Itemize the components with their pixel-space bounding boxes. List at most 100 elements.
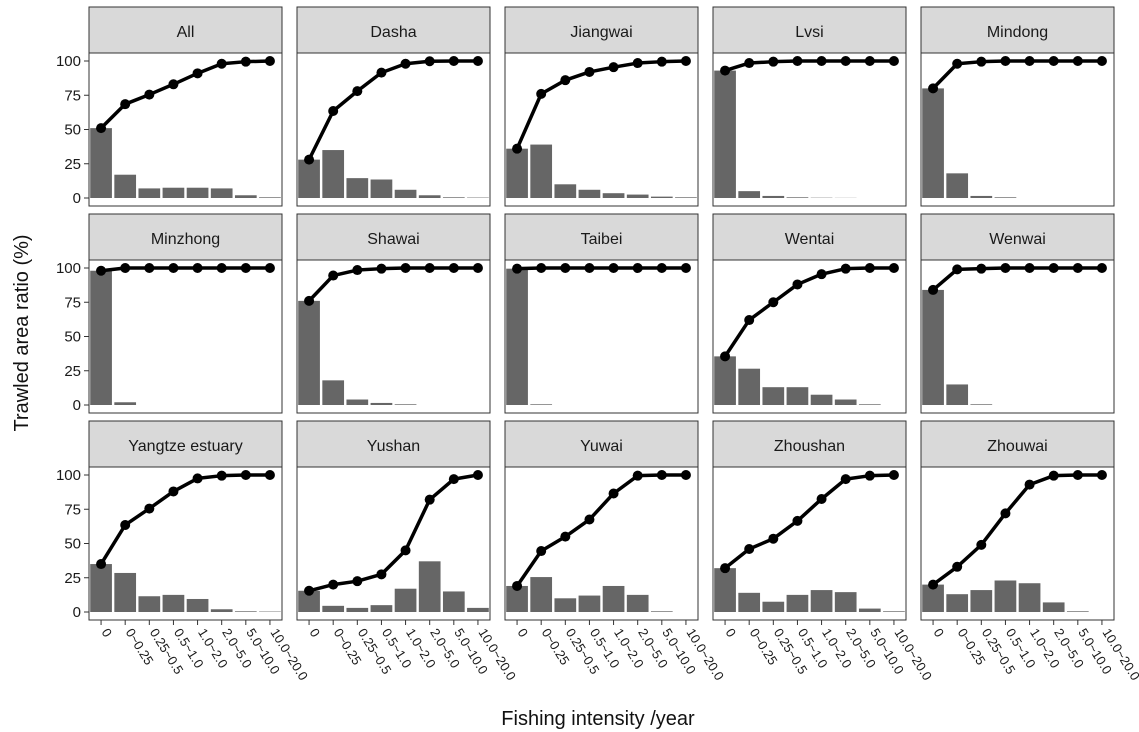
- cumulative-point: [1048, 263, 1059, 273]
- cumulative-point: [744, 58, 755, 69]
- y-tick-label: 100: [56, 53, 81, 70]
- bar: [370, 179, 393, 198]
- cumulative-point: [608, 62, 619, 73]
- cumulative-point: [352, 576, 363, 587]
- cumulative-point: [816, 493, 827, 504]
- bar: [675, 197, 697, 198]
- panel-minzhong: Minzhong 0 25 50 75 100: [56, 213, 283, 414]
- bar: [234, 611, 257, 612]
- cumulative-point: [952, 264, 963, 275]
- cumulative-point: [768, 533, 779, 544]
- cumulative-point: [816, 56, 827, 66]
- bar: [786, 387, 809, 405]
- cumulative-point: [632, 263, 643, 273]
- panel-border: [504, 259, 699, 414]
- strip-label: Taibei: [581, 231, 623, 248]
- cumulative-point: [1096, 263, 1107, 273]
- bar: [786, 594, 809, 612]
- y-tick-label: 0: [73, 397, 81, 414]
- cumulative-point: [632, 470, 643, 481]
- bar: [138, 188, 161, 198]
- cumulative-point: [144, 89, 155, 100]
- panel-border: [504, 52, 699, 207]
- cumulative-point: [424, 56, 435, 67]
- bar: [394, 189, 417, 198]
- bar: [738, 592, 761, 612]
- cumulative-point: [376, 67, 387, 78]
- strip-label: Dasha: [370, 24, 416, 41]
- bar: [114, 572, 137, 612]
- cumulative-point: [304, 585, 315, 596]
- bar: [994, 580, 1017, 612]
- cumulative-point: [448, 263, 459, 273]
- cumulative-point: [888, 263, 899, 273]
- strip-background: [920, 213, 1115, 261]
- panel-jiangwai: Jiangwai: [504, 6, 699, 207]
- cumulative-point: [216, 58, 227, 69]
- panel-dasha: Dasha: [296, 6, 491, 207]
- bar: [322, 605, 345, 612]
- cumulative-point: [264, 56, 275, 66]
- cumulative-point: [1024, 263, 1035, 273]
- y-tick-label: 100: [56, 467, 81, 484]
- bar: [602, 193, 625, 198]
- cumulative-point: [928, 579, 939, 590]
- cumulative-point: [952, 58, 963, 69]
- panel-all: All 0 25 50 75 100: [56, 6, 283, 207]
- cumulative-point: [976, 56, 987, 67]
- cumulative-point: [216, 470, 227, 481]
- cumulative-point: [400, 263, 411, 273]
- strip-background: [296, 6, 491, 54]
- y-tick-label: 50: [64, 122, 81, 139]
- cumulative-point: [96, 265, 107, 276]
- cumulative-point: [1072, 56, 1083, 66]
- cumulative-point: [864, 263, 875, 273]
- cumulative-point: [144, 503, 155, 514]
- cumulative-point: [192, 68, 203, 79]
- cumulative-point: [400, 545, 411, 556]
- cumulative-point: [264, 470, 275, 480]
- cumulative-point: [304, 295, 315, 306]
- cumulative-point: [1048, 470, 1059, 481]
- strip-background: [712, 213, 907, 261]
- strip-label: Jiangwai: [570, 24, 632, 41]
- panel-taibei: Taibei: [504, 213, 699, 414]
- strip-background: [296, 213, 491, 261]
- bar: [762, 195, 785, 198]
- bar: [90, 128, 112, 198]
- cumulative-point: [1000, 263, 1011, 273]
- panel-border: [504, 466, 699, 621]
- y-tick-label: 0: [73, 604, 81, 621]
- bar: [506, 148, 528, 198]
- cumulative-point: [328, 579, 339, 590]
- cumulative-point: [976, 263, 987, 274]
- cumulative-point: [680, 56, 691, 66]
- strip-background: [88, 213, 283, 261]
- cumulative-point: [792, 56, 803, 66]
- strip-label: Yuwai: [580, 438, 623, 455]
- bar: [370, 402, 393, 405]
- strip-label: Yushan: [367, 438, 420, 455]
- cumulative-point: [448, 56, 459, 66]
- bar: [970, 195, 993, 198]
- y-tick-label: 25: [64, 363, 81, 380]
- bar: [650, 611, 673, 612]
- bar: [298, 590, 320, 612]
- x-axis-title: Fishing intensity /year: [501, 708, 695, 730]
- bar: [530, 404, 553, 405]
- strip-background: [712, 6, 907, 54]
- bar: [602, 585, 625, 612]
- cumulative-point: [560, 531, 571, 542]
- cumulative-point: [584, 514, 595, 525]
- panel-border: [712, 466, 907, 621]
- cumulative-point: [240, 56, 251, 67]
- cumulative-point: [720, 65, 731, 76]
- cumulative-point: [168, 263, 179, 273]
- panel-lvsi: Lvsi: [712, 6, 907, 207]
- cumulative-point: [744, 543, 755, 554]
- bar: [786, 197, 809, 198]
- strip-label: Mindong: [987, 24, 1048, 41]
